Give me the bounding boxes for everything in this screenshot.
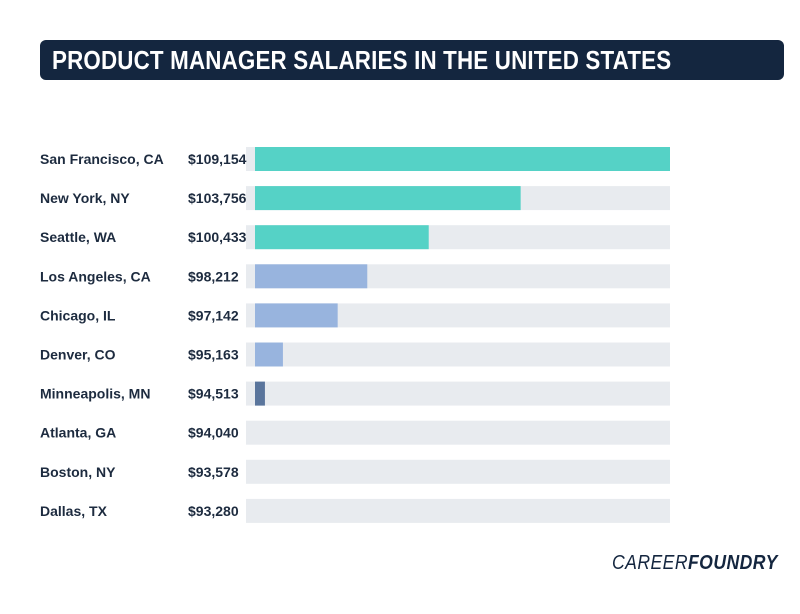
value-label: $103,756 (188, 190, 247, 206)
logo-part-career: CAREER (612, 552, 688, 574)
bar (255, 303, 338, 328)
city-label: San Francisco, CA (40, 151, 164, 167)
value-label: $100,433 (188, 229, 247, 245)
city-label: Atlanta, GA (40, 425, 116, 441)
chart-title: PRODUCT MANAGER SALARIES IN THE UNITED S… (52, 44, 672, 75)
city-label: Boston, NY (40, 464, 116, 480)
city-label: New York, NY (40, 190, 130, 206)
bar-track (246, 459, 670, 484)
logo-part-foundry: FOUNDRY (687, 552, 778, 574)
bar (255, 342, 283, 367)
bar-track (246, 381, 670, 406)
bar (255, 381, 265, 406)
city-label: Los Angeles, CA (40, 268, 151, 284)
bar-track (246, 420, 670, 445)
city-label: Seattle, WA (40, 229, 116, 245)
value-label: $109,154 (188, 151, 247, 167)
city-label: Chicago, IL (40, 307, 116, 323)
city-label: Dallas, TX (40, 503, 108, 519)
bar (255, 264, 368, 289)
bar (255, 147, 670, 171)
value-label: $93,578 (188, 464, 239, 480)
bar (255, 225, 429, 250)
title-banner: PRODUCT MANAGER SALARIES IN THE UNITED S… (40, 40, 785, 80)
bar (255, 186, 521, 211)
value-label: $95,163 (188, 347, 239, 363)
value-label: $94,513 (188, 386, 239, 402)
city-label: Denver, CO (40, 347, 116, 363)
city-label: Minneapolis, MN (40, 386, 150, 402)
value-label: $94,040 (188, 425, 239, 441)
value-label: $98,212 (188, 268, 239, 284)
bar-track (246, 498, 670, 523)
bar-track (246, 342, 670, 367)
value-label: $93,280 (188, 503, 239, 519)
value-label: $97,142 (188, 307, 239, 323)
careerfoundry-logo: CAREERFOUNDRY (612, 552, 778, 575)
